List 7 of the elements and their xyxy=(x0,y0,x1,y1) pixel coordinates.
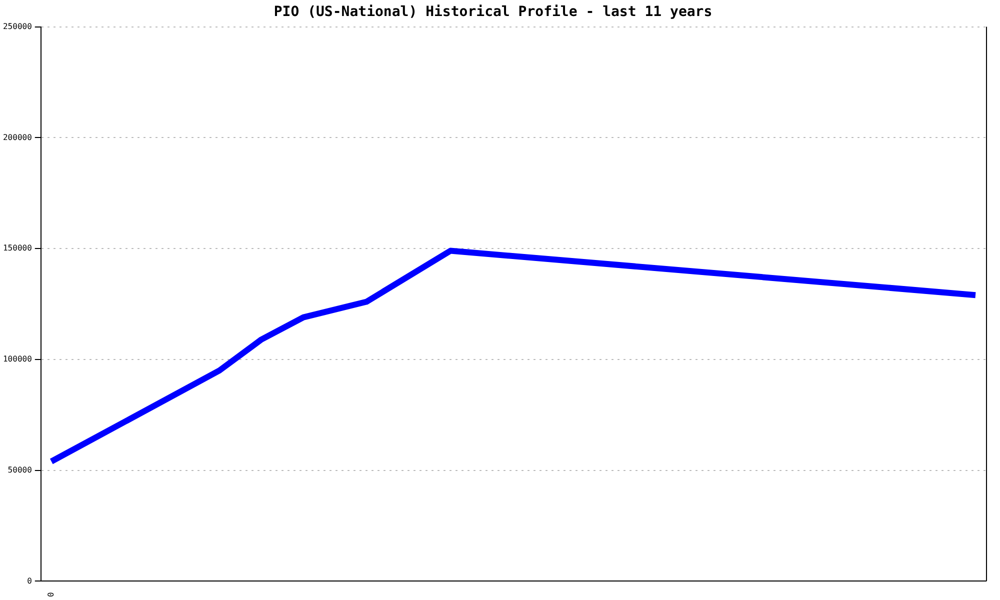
y-tick-label: 250000 xyxy=(2,22,32,31)
y-tick-label: 50000 xyxy=(8,465,32,474)
chart-title: PIO (US-National) Historical Profile - last 11 years xyxy=(274,4,712,20)
y-tick-label: 200000 xyxy=(2,132,32,142)
y-tick-label: 0 xyxy=(27,576,32,586)
y-tick-label: 150000 xyxy=(2,244,32,253)
y-tick-label: 100000 xyxy=(2,354,32,364)
